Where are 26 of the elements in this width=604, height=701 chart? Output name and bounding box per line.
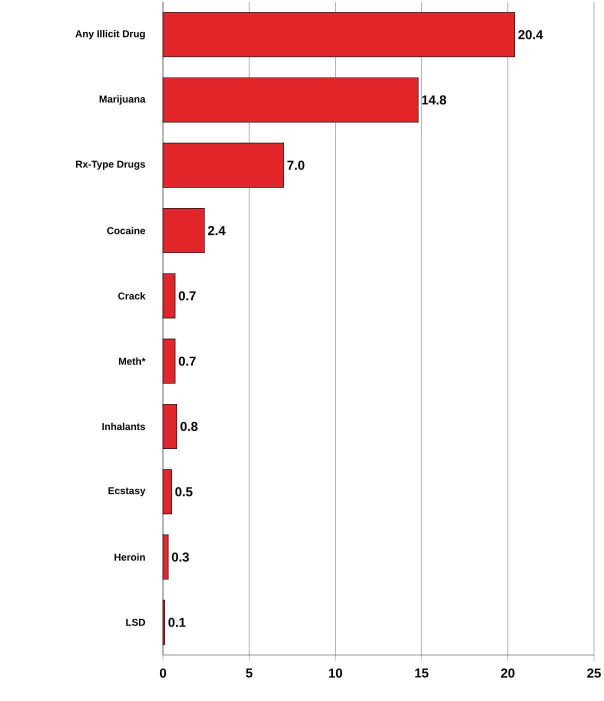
data-label: 20.4 <box>518 30 544 40</box>
y-tick-label: Crack <box>118 292 146 300</box>
data-label: 0.3 <box>172 552 189 562</box>
y-tick-label: Rx-Type Drugs <box>76 160 146 170</box>
y-tick-label: Heroin <box>114 553 145 561</box>
data-label: 0.7 <box>178 356 196 366</box>
data-label: 0.1 <box>168 618 186 627</box>
y-tick-label: Any Illicit Drug <box>75 30 145 40</box>
data-label: 2.4 <box>208 226 226 236</box>
data-label: 14.8 <box>422 95 446 105</box>
x-tick-label: 0 <box>160 668 166 678</box>
x-tick-label: 25 <box>587 668 601 678</box>
y-tick-label: Ecstasy <box>108 487 146 496</box>
y-tick-label: Inhalants <box>102 422 146 430</box>
data-label: 7.0 <box>287 160 304 170</box>
x-tick-label: 15 <box>415 668 428 678</box>
data-label: 0.8 <box>180 422 198 432</box>
x-tick-label: 20 <box>501 668 514 678</box>
x-tick-label: 5 <box>246 668 252 678</box>
y-tick-label: LSD <box>126 618 146 626</box>
data-label: 0.5 <box>175 487 192 496</box>
y-tick-label: Cocaine <box>107 226 146 234</box>
x-tick-label: 10 <box>329 668 342 678</box>
y-tick-label: Meth* <box>119 357 146 365</box>
data-label: 0.7 <box>178 291 196 300</box>
y-tick-label: Marijuana <box>100 95 146 105</box>
